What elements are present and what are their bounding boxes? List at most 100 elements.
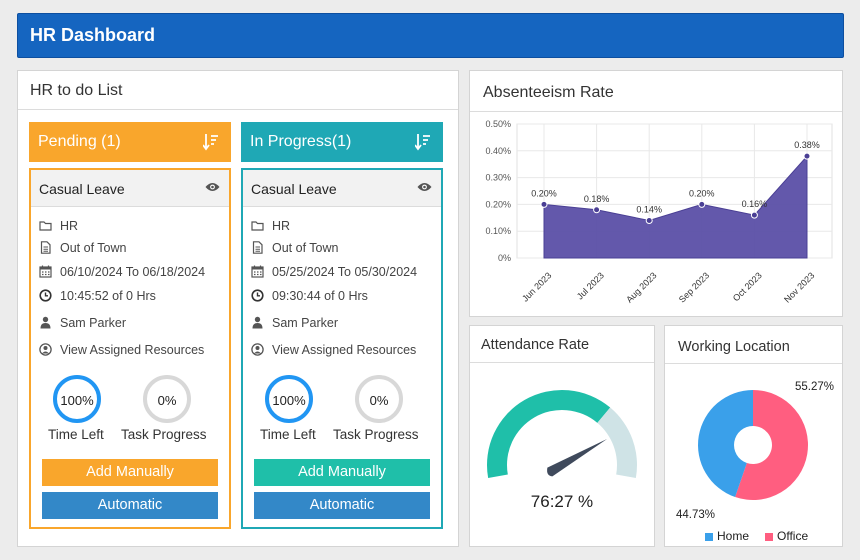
- absenteeism-title: Absenteeism Rate: [483, 84, 614, 101]
- card-title: Casual Leave: [251, 181, 337, 197]
- gauge-needle: [547, 439, 608, 477]
- x-tick-label: Nov 2023: [782, 270, 816, 304]
- location-donut-chart: 55.27% 44.73%Home Office: [676, 381, 834, 543]
- person-name: Sam Parker: [272, 316, 338, 330]
- task-progress-label: Task Progress: [333, 427, 419, 442]
- x-tick-label: Jul 2023: [575, 270, 606, 301]
- column-header-pending[interactable]: Pending (1): [29, 122, 231, 162]
- clock-icon: [251, 289, 264, 302]
- dashboard-header: HR Dashboard: [17, 13, 844, 58]
- area-series: [543, 154, 808, 259]
- absenteeism-panel: Absenteeism Rate 0% 0.10% 0.20% 0.30% 0.40% 0…: [469, 70, 843, 317]
- task-progress-ring: 0%: [355, 375, 403, 423]
- data-point: [540, 200, 548, 208]
- data-label: 0.38%: [794, 140, 820, 150]
- time-row: 09:30:44 of 0 Hrs: [251, 289, 368, 303]
- task-card-in-progress: Casual Leave HR Out of Town 05/25/2024 T…: [241, 168, 443, 529]
- data-label: 0.20%: [531, 188, 557, 198]
- document-icon: [40, 241, 51, 254]
- user-icon: [252, 316, 263, 329]
- reason-row: Out of Town: [251, 241, 338, 255]
- add-manually-button[interactable]: Add Manually: [254, 459, 430, 486]
- resources-row[interactable]: View Assigned Resources: [39, 343, 204, 357]
- location-panel: Working Location 55.27% 44.73% Home Office: [664, 325, 843, 547]
- time-text: 10:45:52 of 0 Hrs: [60, 289, 156, 303]
- time-text: 09:30:44 of 0 Hrs: [272, 289, 368, 303]
- time-left-label: Time Left: [48, 427, 104, 442]
- column-header-in-progress[interactable]: In Progress(1): [241, 122, 443, 162]
- reason-text: Out of Town: [272, 241, 339, 255]
- legend-label: Home: [717, 529, 749, 543]
- divider: [470, 111, 842, 112]
- data-point: [698, 200, 706, 208]
- data-point: [593, 206, 601, 214]
- todo-panel-title: HR to do List: [30, 82, 123, 99]
- legend-swatch: [765, 533, 773, 541]
- dates-row: 05/25/2024 To 05/30/2024: [251, 265, 417, 279]
- absenteeism-chart: 0% 0.10% 0.20% 0.30% 0.40% 0.50% 0.20% Jun 2023…: [485, 119, 833, 305]
- y-tick-label: 0.30%: [485, 173, 511, 183]
- person-name: Sam Parker: [60, 316, 126, 330]
- data-label: 0.18%: [584, 194, 610, 204]
- eye-icon[interactable]: [417, 182, 432, 192]
- sort-icon[interactable]: [415, 133, 431, 151]
- view-resources-link[interactable]: View Assigned Resources: [60, 343, 205, 357]
- department-row: HR: [251, 219, 290, 233]
- department-text: HR: [60, 219, 79, 233]
- x-tick-label: Jun 2023: [520, 270, 553, 303]
- department-text: HR: [272, 219, 291, 233]
- card-title: Casual Leave: [39, 181, 125, 197]
- location-title: Working Location: [678, 339, 790, 355]
- user-circle-icon: [251, 343, 264, 356]
- gauge-track: [597, 407, 637, 479]
- page-title: HR Dashboard: [30, 25, 156, 45]
- data-label: 44.73%: [676, 509, 715, 521]
- data-label: 55.27%: [795, 381, 834, 393]
- dates-text: 05/25/2024 To 05/30/2024: [272, 265, 418, 279]
- folder-icon: [39, 221, 52, 231]
- time-row: 10:45:52 of 0 Hrs: [39, 289, 156, 303]
- data-label: 0.14%: [636, 204, 662, 214]
- view-resources-link[interactable]: View Assigned Resources: [272, 343, 417, 357]
- resources-row[interactable]: View Assigned Resources: [251, 343, 416, 357]
- person-row: Sam Parker: [39, 316, 126, 330]
- divider: [665, 363, 842, 364]
- divider: [18, 109, 458, 110]
- add-manually-button[interactable]: Add Manually: [42, 459, 218, 486]
- column-label: Pending (1): [38, 133, 121, 150]
- clock-icon: [39, 289, 52, 302]
- document-icon: [252, 241, 263, 254]
- attendance-value: 76:27 %: [530, 492, 594, 511]
- time-left-label: Time Left: [260, 427, 316, 442]
- reason-row: Out of Town: [39, 241, 126, 255]
- attendance-panel: Attendance Rate 76:27 %: [469, 325, 655, 547]
- task-card-pending: Casual Leave HR Out of Town 06/10/2024 T…: [29, 168, 231, 529]
- automatic-button[interactable]: Automatic: [42, 492, 218, 519]
- y-tick-label: 0%: [498, 253, 511, 263]
- user-icon: [40, 316, 51, 329]
- attendance-gauge: [487, 390, 637, 479]
- dates-row: 06/10/2024 To 06/18/2024: [39, 265, 205, 279]
- x-tick-label: Oct 2023: [731, 270, 764, 303]
- data-point: [803, 152, 811, 160]
- time-left-ring: 100%: [53, 375, 101, 423]
- automatic-button[interactable]: Automatic: [254, 492, 430, 519]
- pie-slice-office: [735, 390, 808, 500]
- y-tick-label: 0.40%: [485, 146, 511, 156]
- todo-panel: HR to do List Pending (1) Casual Leave H…: [17, 70, 459, 547]
- task-progress-ring: 0%: [143, 375, 191, 423]
- y-tick-label: 0.50%: [485, 119, 511, 129]
- department-row: HR: [39, 219, 78, 233]
- calendar-icon: [251, 265, 264, 278]
- sort-icon[interactable]: [203, 133, 219, 151]
- folder-icon: [251, 221, 264, 231]
- task-progress-label: Task Progress: [121, 427, 207, 442]
- eye-icon[interactable]: [205, 182, 220, 192]
- data-label: 0.16%: [742, 199, 768, 209]
- person-row: Sam Parker: [251, 316, 338, 330]
- reason-text: Out of Town: [60, 241, 127, 255]
- pie-slice-home: [698, 390, 753, 498]
- y-tick-label: 0.10%: [485, 226, 511, 236]
- divider: [470, 362, 654, 363]
- calendar-icon: [39, 265, 52, 278]
